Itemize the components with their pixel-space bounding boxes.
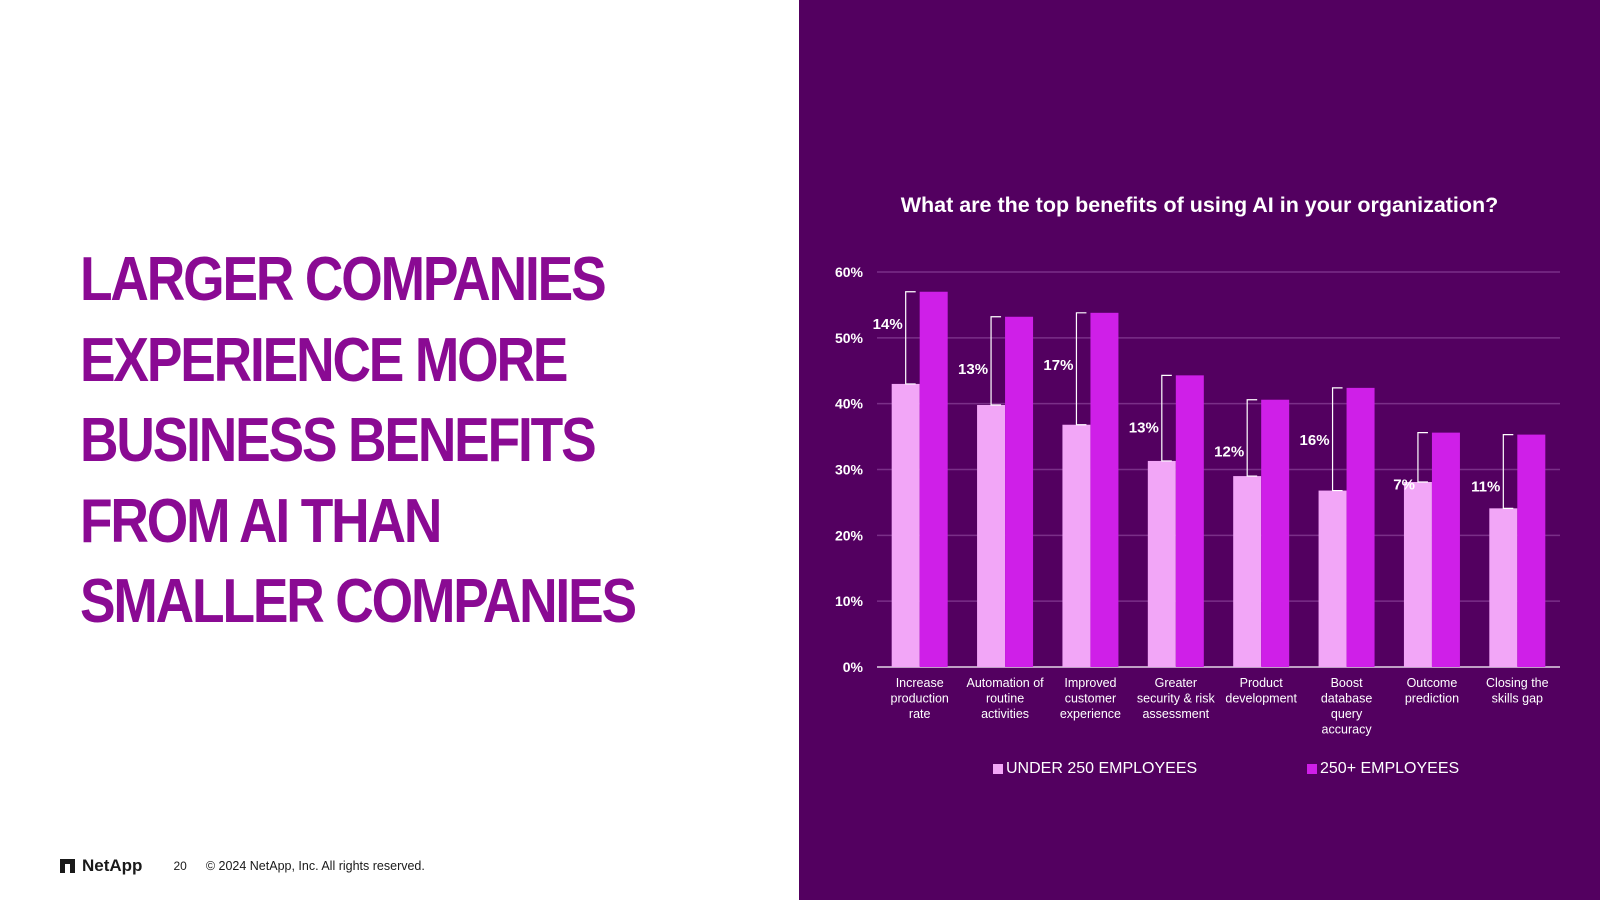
legend-label-large: 250+ EMPLOYEES [1320, 760, 1460, 777]
chart-x-axis: Increase production rate Automation of routi… [891, 676, 1549, 737]
bar-250-plus [1175, 375, 1204, 667]
legend-label-small: UNDER 250 EMPLOYEES [1006, 760, 1198, 777]
y-tick-label: 30% [835, 462, 864, 478]
gap-label: 12% [1214, 444, 1244, 461]
x-tick-label: Automation of routine activities [966, 676, 1044, 721]
headline-line: SMALLER COMPANIES [80, 567, 637, 636]
netapp-logo: NetApp [60, 856, 142, 876]
legend-item-small: UNDER 250 EMPLOYEES [993, 760, 1197, 778]
x-tick-label: Outcome prediction [1405, 676, 1459, 706]
bar-250-plus [1517, 434, 1546, 667]
bar-under-250 [891, 383, 920, 667]
bar-250-plus [1431, 432, 1460, 667]
gap-label: 7% [1393, 477, 1415, 494]
x-tick-label: Improved customer experience [1060, 676, 1121, 721]
legend-swatch-large [1307, 764, 1317, 774]
logo-text: NetApp [82, 856, 143, 875]
bar-250-plus [1005, 316, 1034, 667]
y-tick-label: 0% [843, 659, 864, 675]
headline-line: EXPERIENCE MORE [80, 325, 568, 395]
x-tick-label: Greater security & risk assessment [1137, 676, 1216, 721]
y-tick-label: 60% [835, 264, 864, 280]
headline-line: LARGER COMPANIES [80, 245, 607, 314]
y-tick-label: 10% [835, 593, 864, 609]
page-number: 20 [173, 859, 187, 873]
bar-under-250 [977, 404, 1006, 667]
copyright-notice: © 2024 NetApp, Inc. All rights reserved. [205, 859, 425, 873]
headline-line: BUSINESS BENEFITS [80, 406, 597, 475]
legend-swatch-small [993, 764, 1003, 774]
gap-bracket [905, 291, 916, 385]
bar-under-250 [1147, 460, 1176, 667]
netapp-logo-icon [60, 859, 75, 873]
bar-250-plus [1261, 399, 1290, 667]
x-tick-label: Closing the skills gap [1486, 676, 1549, 706]
left-panel: LARGER COMPANIES EXPERIENCE MORE BUSINES… [0, 0, 799, 900]
gap-label: 13% [958, 361, 988, 378]
gap-bracket [1417, 432, 1428, 483]
bar-under-250 [1403, 482, 1432, 667]
legend-item-large: 250+ EMPLOYEES [1307, 760, 1459, 778]
bar-250-plus [1090, 312, 1119, 667]
gap-label: 17% [1043, 357, 1073, 374]
x-tick-label: Increase production rate [891, 676, 949, 721]
y-tick-label: 20% [835, 527, 864, 543]
gap-bracket [1246, 399, 1258, 477]
y-tick-label: 40% [835, 396, 864, 412]
gap-bracket [990, 316, 1002, 406]
bar-250-plus [919, 291, 948, 667]
gap-label: 13% [1129, 419, 1159, 436]
gap-bracket [1502, 434, 1514, 509]
bar-under-250 [1489, 508, 1518, 667]
bar-chart: 0% 10% 20% 30% 40% 50% 60% 14% 13% 17% 13% 12% 16% 7… [835, 264, 1560, 737]
gap-label: 14% [873, 316, 903, 333]
page-headline: LARGER COMPANIES EXPERIENCE MORE BUSINES… [80, 240, 682, 643]
gap-label: 11% [1471, 479, 1500, 496]
chart-legend: UNDER 250 EMPLOYEES 250+ EMPLOYEES [799, 760, 1600, 780]
y-tick-label: 50% [835, 330, 864, 346]
chart-panel: What are the top benefits of using AI in… [799, 0, 1600, 900]
bar-under-250 [1318, 490, 1347, 667]
x-tick-label: Boost database query accuracy [1321, 676, 1372, 737]
chart-title: What are the top benefits of using AI in… [900, 193, 1499, 217]
x-tick-label: Product development [1225, 676, 1297, 706]
gap-bracket [1161, 374, 1172, 462]
chart-bars [891, 291, 1546, 667]
gap-bracket [1075, 312, 1087, 426]
bar-under-250 [1062, 424, 1091, 667]
gap-label: 16% [1300, 432, 1330, 449]
bar-under-250 [1233, 476, 1262, 667]
bar-250-plus [1346, 387, 1375, 667]
headline-line: FROM AI THAN [80, 486, 442, 556]
chart-gap-brackets: 14% 13% 17% 13% 12% 16% 7% 11% [873, 291, 1514, 509]
chart-y-axis: 0% 10% 20% 30% 40% 50% 60% [835, 264, 864, 675]
gap-bracket [1331, 387, 1343, 492]
footer: NetApp 20 © 2024 NetApp, Inc. All rights… [60, 856, 425, 876]
